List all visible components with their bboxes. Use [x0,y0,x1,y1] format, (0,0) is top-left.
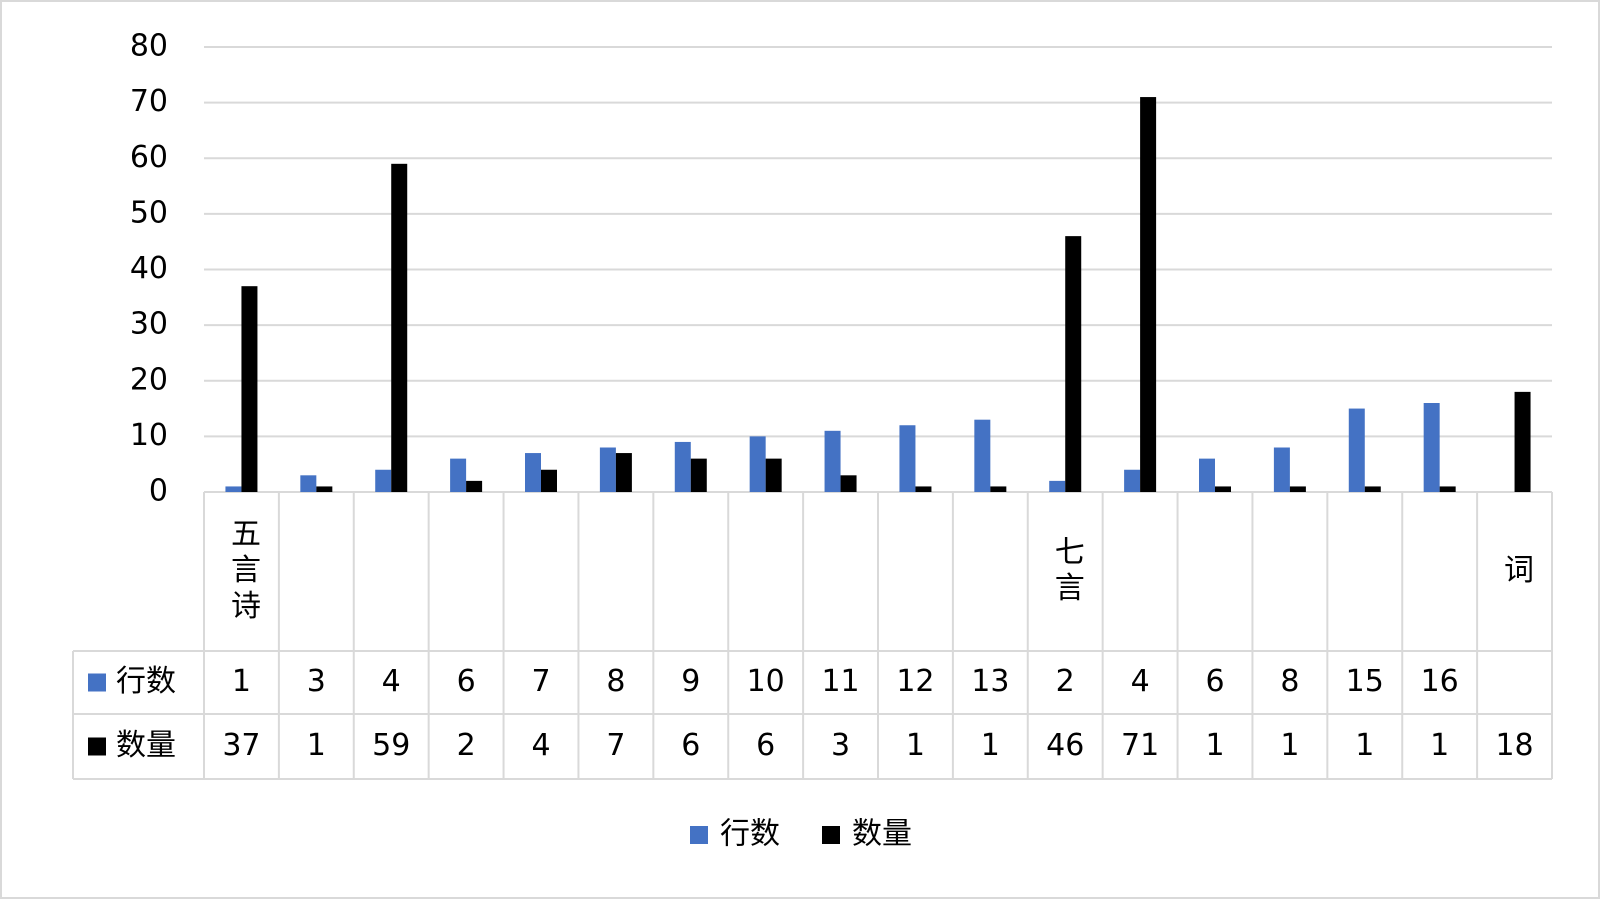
table-value: 6 [681,728,700,763]
table-value: 8 [1280,664,1299,699]
x-tick-label: 五言诗 [225,518,260,626]
legend-label: 数量 [852,817,912,852]
table-value: 11 [821,664,859,699]
table-value: 37 [222,728,260,763]
y-tick-label: 70 [130,84,168,119]
y-tick-label: 50 [130,195,168,230]
bar [690,458,707,492]
bar [915,486,932,492]
table-row-label: 数量 [116,728,176,763]
table-value: 71 [1121,728,1159,763]
y-tick-label: 80 [130,29,168,64]
table-value: 16 [1421,664,1459,699]
bar [466,480,483,492]
table-value: 10 [747,664,785,699]
y-tick-label: 40 [130,251,168,286]
table-value: 6 [1205,664,1224,699]
table-value: 7 [606,728,625,763]
table-value: 15 [1346,664,1384,699]
table-value: 2 [457,728,476,763]
table-value: 1 [1205,728,1224,763]
bar [1289,486,1306,492]
table-value: 18 [1495,728,1533,763]
table-value: 8 [606,664,625,699]
legend-key [88,673,106,692]
table-value: 3 [831,728,850,763]
bar [225,486,242,492]
legend-key [88,737,106,756]
table-value: 4 [1131,664,1150,699]
bar [1124,469,1141,492]
table-row-label: 行数 [116,664,176,699]
bar [1199,458,1215,492]
table-value: 6 [457,664,476,699]
bar [899,425,916,492]
table-value: 4 [382,664,401,699]
bar [241,286,258,492]
table-value: 59 [372,728,410,763]
bar [1273,447,1290,492]
bar [1439,486,1456,492]
x-tick-label: 词 [1498,554,1533,590]
bar [1065,236,1082,492]
table-value: 1 [1355,728,1374,763]
table-value: 4 [531,728,550,763]
bar [525,453,541,492]
bar [599,447,616,492]
table-value: 12 [896,664,934,699]
bar [300,475,317,492]
bar [840,475,857,492]
bar [541,469,557,492]
table-value: 46 [1046,728,1084,763]
table-value: 3 [307,664,326,699]
table-value: 1 [1430,728,1449,763]
bar [1423,403,1440,492]
bar [990,486,1007,492]
y-tick-label: 30 [130,307,168,342]
bar [974,419,991,492]
table-value: 7 [531,664,550,699]
bar [375,469,392,492]
table-value: 1 [906,728,925,763]
bar [1049,480,1066,492]
bar [1364,486,1381,492]
y-tick-label: 60 [130,140,168,175]
y-tick-label: 0 [149,474,168,509]
bar [391,163,408,492]
bar [450,458,467,492]
bar [1140,97,1157,492]
bar [615,453,632,492]
table-value: 1 [232,664,251,699]
bar [1348,408,1365,492]
table-value: 1 [307,728,326,763]
table-value: 2 [1056,664,1075,699]
bar [824,430,841,492]
bar [674,441,691,492]
bar [1215,486,1231,492]
bar [1514,391,1531,492]
y-tick-label: 10 [130,418,168,453]
table-value: 1 [1280,728,1299,763]
bar [765,458,782,492]
legend-label: 行数 [720,817,780,852]
table-value: 9 [681,664,700,699]
table-value: 6 [756,728,775,763]
x-tick-label: 七言 [1049,536,1084,608]
legend-key [822,826,840,844]
bar [316,486,333,492]
y-tick-label: 20 [130,362,168,397]
table-value: 13 [971,664,1009,699]
bar [749,436,766,492]
table-value: 1 [981,728,1000,763]
legend-key [690,826,708,844]
